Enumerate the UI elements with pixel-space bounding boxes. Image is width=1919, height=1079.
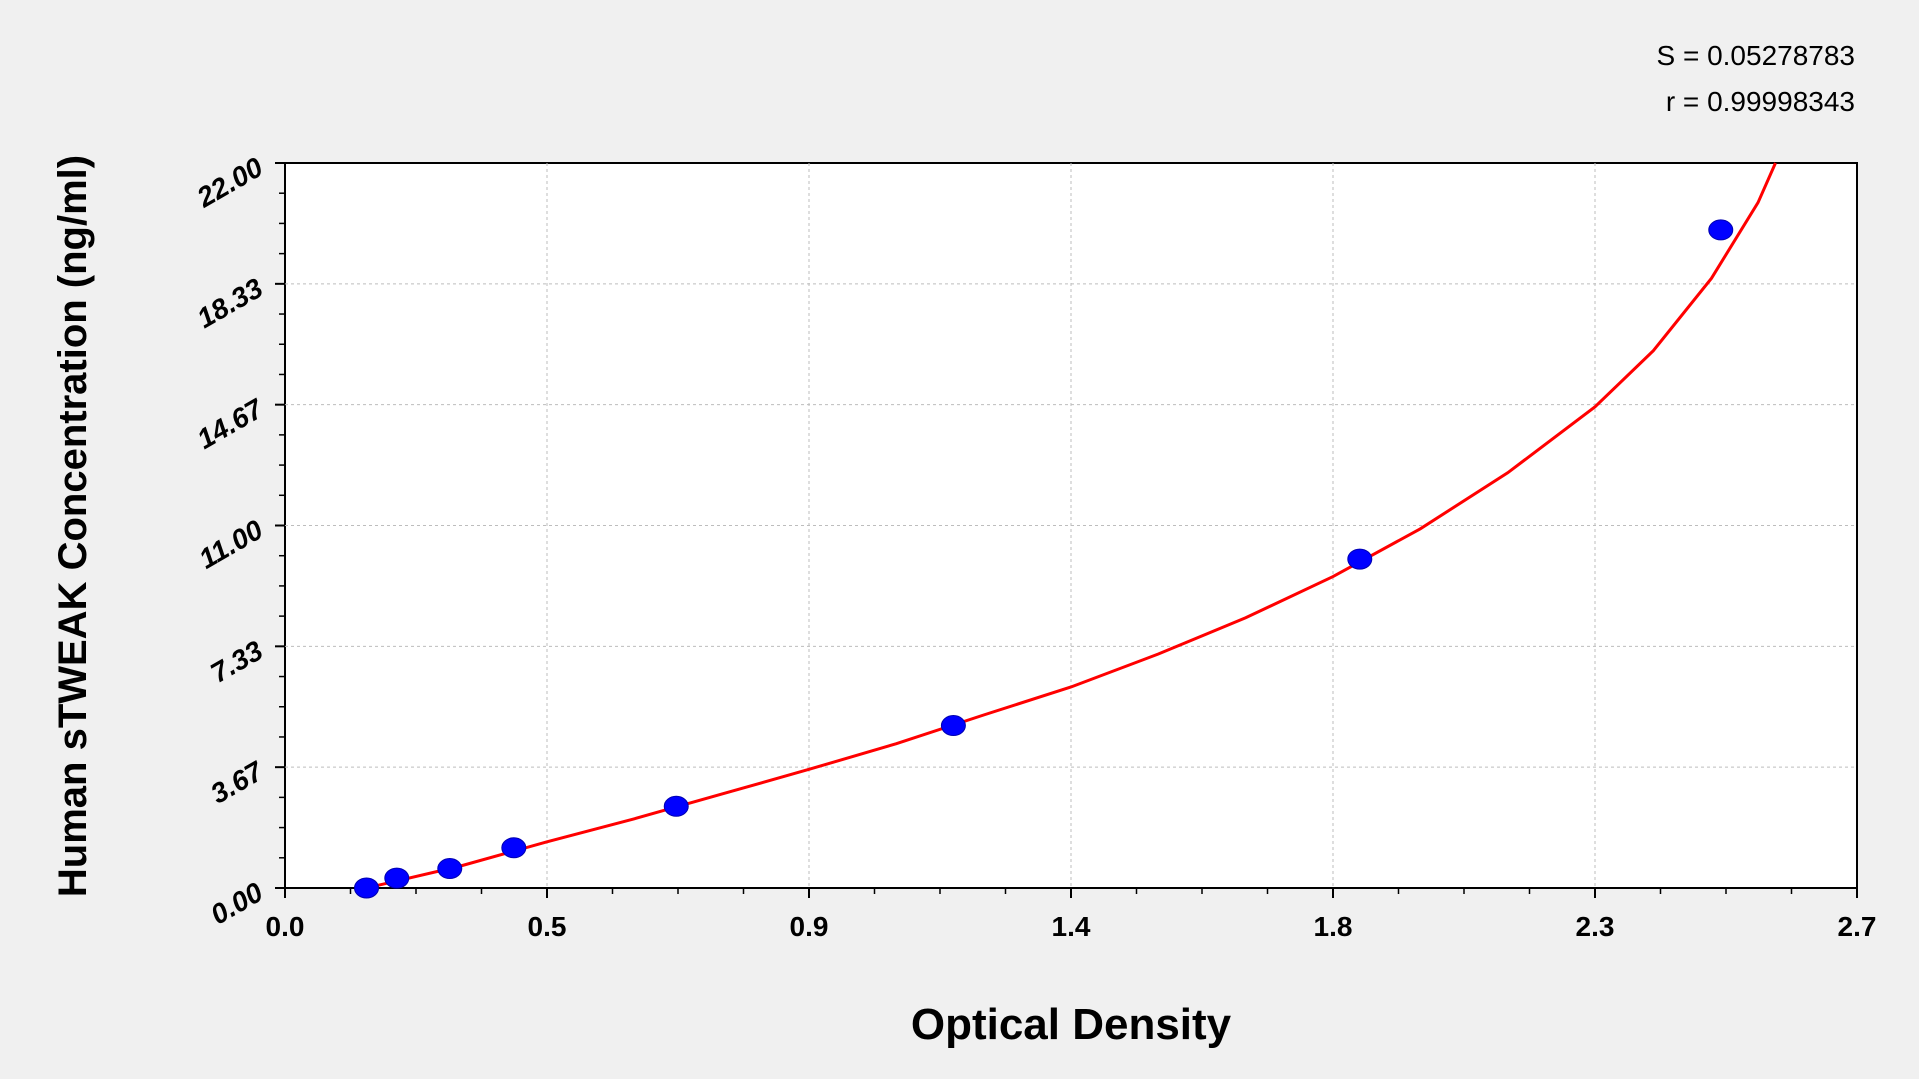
data-point [663,795,689,817]
data-point [1708,219,1734,241]
grid-lines [285,163,1857,888]
x-tick-label: 1.8 [1314,911,1353,942]
x-tick-label: 0.9 [790,911,829,942]
x-tick-label: 2.7 [1838,911,1877,942]
s-statistic: S = 0.05278783 [1656,40,1855,71]
data-point [1347,548,1373,570]
data-points [354,219,1734,899]
fitted-curve [366,162,1777,890]
x-tick-label: 0.0 [266,911,305,942]
x-tick-label: 1.4 [1052,911,1091,942]
y-axis-title: Human sTWEAK Concentration (ng/ml) [51,155,95,897]
minor-ticks [279,192,1793,894]
data-point [501,837,527,859]
x-tick-labels: 0.0 0.5 0.9 1.4 1.8 2.3 2.7 [266,911,1877,942]
major-ticks [275,162,1858,898]
r-statistic: r = 0.99998343 [1666,86,1855,117]
data-point [940,715,966,737]
x-tick-label: 2.3 [1576,911,1615,942]
x-axis-title: Optical Density [911,1000,1232,1049]
data-point [384,867,410,889]
data-point [354,877,380,899]
x-tick-label: 0.5 [528,911,567,942]
data-point [437,858,463,880]
